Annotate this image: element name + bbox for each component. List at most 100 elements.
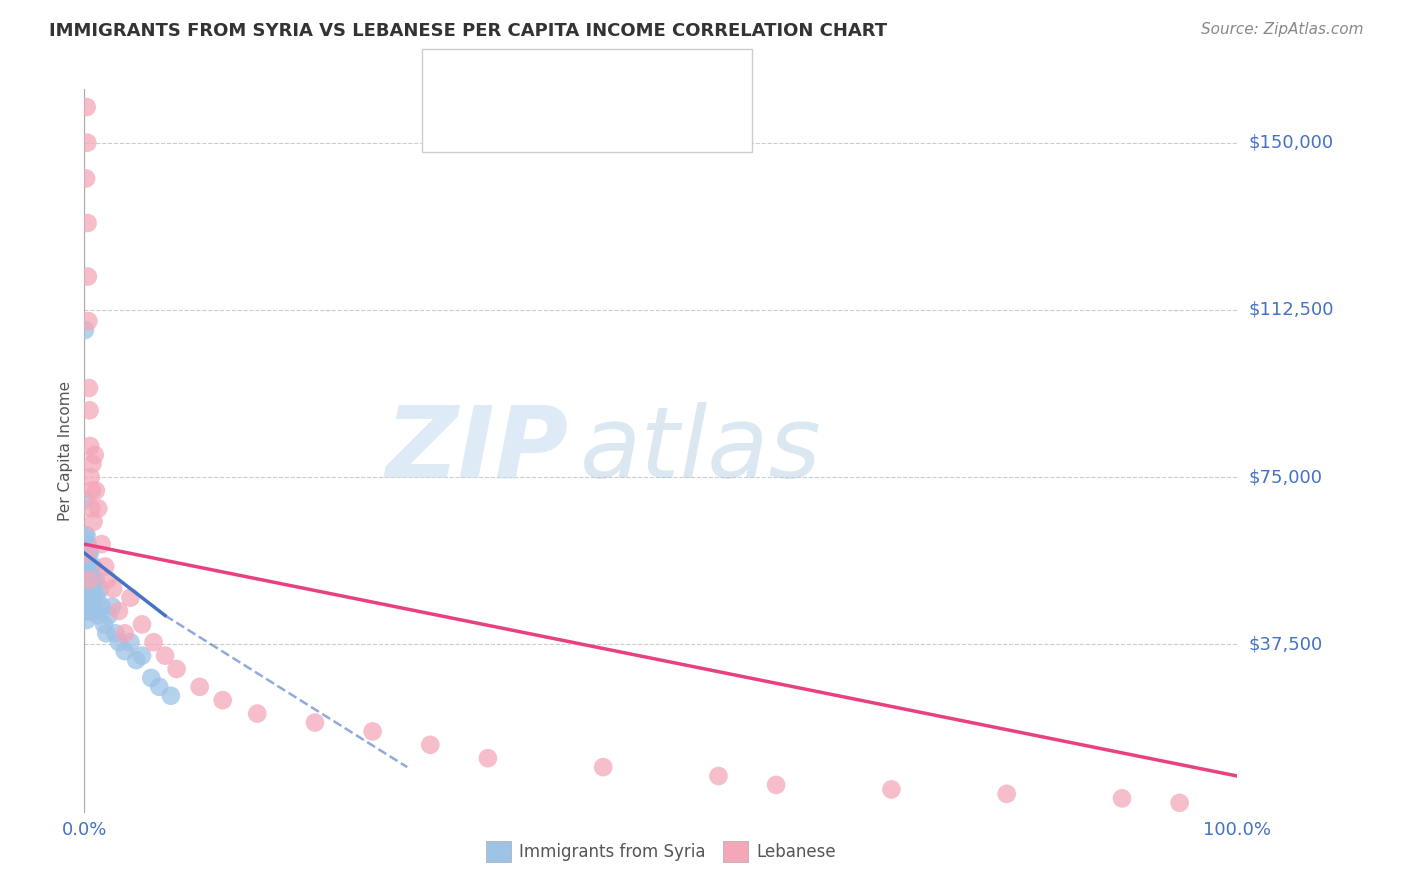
Text: IMMIGRANTS FROM SYRIA VS LEBANESE PER CAPITA INCOME CORRELATION CHART: IMMIGRANTS FROM SYRIA VS LEBANESE PER CA… xyxy=(49,22,887,40)
Point xyxy=(707,769,730,783)
Point xyxy=(80,559,103,574)
Point xyxy=(361,724,384,739)
Point xyxy=(131,617,153,632)
Point xyxy=(90,599,112,614)
Text: -0.245: -0.245 xyxy=(519,116,578,134)
Text: ZIP: ZIP xyxy=(385,402,568,499)
Point xyxy=(79,546,101,560)
Point xyxy=(76,604,98,618)
Point xyxy=(82,457,104,471)
Point xyxy=(211,693,233,707)
Point xyxy=(90,537,112,551)
Text: R =: R = xyxy=(479,73,516,91)
Point xyxy=(79,439,101,453)
Point xyxy=(76,573,98,587)
Point xyxy=(87,608,110,623)
Point xyxy=(1168,796,1191,810)
Point xyxy=(76,537,98,551)
Point xyxy=(80,591,103,605)
Point xyxy=(166,662,188,676)
Point xyxy=(76,100,98,114)
Point xyxy=(82,604,104,618)
Point xyxy=(76,613,98,627)
Point xyxy=(96,573,118,587)
Point xyxy=(477,751,499,765)
Text: 60: 60 xyxy=(638,73,661,91)
Point xyxy=(76,573,98,587)
Text: $75,000: $75,000 xyxy=(1249,468,1323,486)
Point xyxy=(94,559,117,574)
Point xyxy=(141,671,163,685)
Text: atlas: atlas xyxy=(581,402,821,499)
Y-axis label: Per Capita Income: Per Capita Income xyxy=(58,380,73,521)
Point xyxy=(75,537,97,551)
Point xyxy=(592,760,614,774)
Point xyxy=(114,626,136,640)
Point xyxy=(75,573,97,587)
Point xyxy=(103,582,124,596)
Point xyxy=(76,269,98,284)
Point xyxy=(84,483,107,498)
Point xyxy=(120,591,142,605)
Point xyxy=(246,706,269,721)
Point xyxy=(75,604,97,618)
Point xyxy=(80,470,103,484)
Point xyxy=(77,559,100,574)
Text: $112,500: $112,500 xyxy=(1249,301,1334,319)
Point xyxy=(1111,791,1133,805)
Text: $37,500: $37,500 xyxy=(1249,635,1323,654)
Text: $150,000: $150,000 xyxy=(1249,134,1333,152)
Point xyxy=(76,559,98,574)
Point xyxy=(101,599,124,614)
Point xyxy=(77,573,100,587)
Point xyxy=(114,644,136,658)
Point xyxy=(104,626,127,640)
Point xyxy=(75,546,97,560)
Point xyxy=(75,528,97,542)
Point xyxy=(304,715,326,730)
Text: -0.200: -0.200 xyxy=(519,73,578,91)
Text: N =: N = xyxy=(592,116,640,134)
Text: N =: N = xyxy=(592,73,640,91)
Point xyxy=(83,515,105,529)
Point xyxy=(79,582,101,596)
Point xyxy=(76,546,98,560)
Point xyxy=(77,582,100,596)
Point xyxy=(120,635,142,649)
Point xyxy=(83,448,105,462)
Text: Source: ZipAtlas.com: Source: ZipAtlas.com xyxy=(1201,22,1364,37)
Point xyxy=(79,573,101,587)
Point xyxy=(77,314,100,328)
Point xyxy=(108,604,131,618)
Point xyxy=(73,323,96,337)
Point xyxy=(86,591,108,605)
Point xyxy=(131,648,153,663)
Text: R =: R = xyxy=(479,116,516,134)
Point xyxy=(76,136,98,150)
Point xyxy=(75,492,97,507)
Point xyxy=(89,582,111,596)
Point xyxy=(75,591,97,605)
Point xyxy=(82,591,104,605)
Point xyxy=(96,626,118,640)
Legend: Immigrants from Syria, Lebanese: Immigrants from Syria, Lebanese xyxy=(479,835,842,869)
Point xyxy=(87,501,110,516)
Point xyxy=(80,483,103,498)
Point xyxy=(80,573,103,587)
Point xyxy=(995,787,1018,801)
Point xyxy=(79,604,101,618)
Point xyxy=(76,591,98,605)
Point xyxy=(76,546,98,560)
Text: 44: 44 xyxy=(638,116,662,134)
Point xyxy=(76,528,98,542)
Point xyxy=(83,559,105,574)
Point xyxy=(142,635,165,649)
Point xyxy=(76,559,98,574)
Point xyxy=(77,546,100,560)
Point xyxy=(160,689,183,703)
Point xyxy=(77,604,100,618)
Point xyxy=(80,501,103,516)
Point xyxy=(765,778,787,792)
Point xyxy=(76,216,98,230)
Point xyxy=(84,573,107,587)
